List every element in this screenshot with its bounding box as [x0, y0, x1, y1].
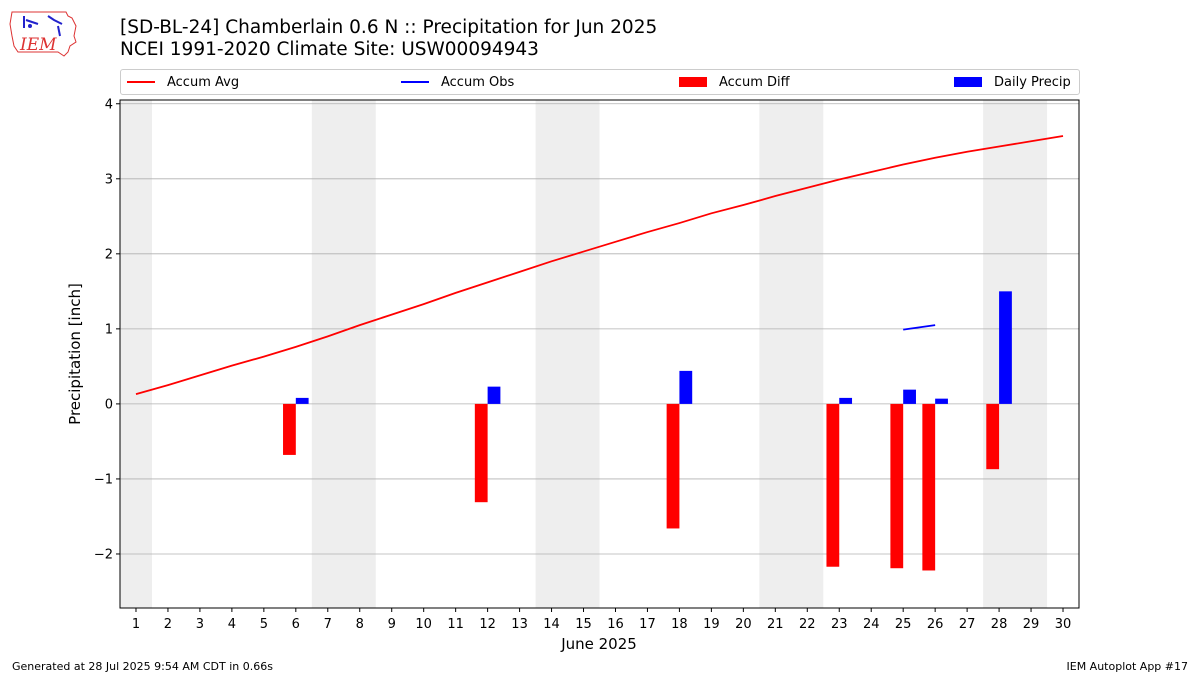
- x-tick-label: 2: [164, 617, 172, 632]
- x-tick-label: 12: [479, 617, 496, 632]
- weekend-band: [311, 100, 376, 608]
- x-tick-label: 28: [991, 617, 1008, 632]
- x-tick-label: 27: [959, 617, 976, 632]
- accum-diff-bar: [666, 403, 680, 529]
- footer-generated: Generated at 28 Jul 2025 9:54 AM CDT in …: [12, 660, 273, 673]
- x-tick-label: 19: [703, 617, 720, 632]
- x-tick-label: 18: [671, 617, 688, 632]
- x-tick-label: 20: [735, 617, 752, 632]
- x-tick-label: 22: [799, 617, 816, 632]
- y-tick-label: 4: [105, 97, 113, 112]
- x-tick-label: 14: [543, 617, 560, 632]
- y-tick-label: −1: [94, 472, 113, 487]
- series-lines: [135, 135, 1064, 396]
- bars: [283, 291, 1012, 571]
- x-tick-label: 1: [132, 617, 140, 632]
- legend-swatch-accum-diff: [679, 77, 707, 87]
- accum-avg-line: [135, 135, 1064, 396]
- legend-label-accum-avg: Accum Avg: [167, 74, 240, 90]
- y-axis-ticks: −2 −1 0 1 2 3 4: [94, 97, 120, 562]
- x-tick-label: 10: [415, 617, 432, 632]
- weather-station-icon: [23, 15, 63, 37]
- x-tick-label: 21: [767, 617, 784, 632]
- legend-swatch-daily-precip: [954, 77, 982, 87]
- x-tick-label: 3: [196, 617, 204, 632]
- logo-text: IEM: [19, 35, 57, 55]
- x-tick-label: 17: [639, 617, 656, 632]
- legend-item-daily-precip: Daily Precip: [954, 70, 1071, 94]
- weekend-band: [759, 100, 824, 608]
- legend-swatch-accum-obs: [401, 81, 429, 83]
- x-tick-label: 4: [228, 617, 236, 632]
- x-tick-label: 24: [863, 617, 880, 632]
- x-tick-label: 7: [324, 617, 332, 632]
- accum-diff-bar: [890, 403, 904, 569]
- weekend-band: [535, 100, 600, 608]
- y-tick-label: 2: [105, 247, 113, 262]
- x-tick-label: 11: [447, 617, 464, 632]
- iem-logo: IEM: [9, 11, 77, 57]
- x-tick-label: 5: [260, 617, 268, 632]
- daily-precip-bar: [903, 389, 916, 404]
- daily-precip-bar: [999, 291, 1012, 404]
- x-tick-label: 8: [356, 617, 364, 632]
- daily-precip-bar: [935, 398, 948, 404]
- daily-precip-bar: [295, 397, 309, 404]
- x-axis-label: June 2025: [560, 635, 637, 653]
- accum-diff-bar: [986, 403, 1000, 470]
- x-tick-label: 29: [1023, 617, 1040, 632]
- legend-item-accum-avg: Accum Avg: [127, 70, 239, 94]
- accum-diff-bar: [283, 403, 296, 455]
- legend-item-accum-diff: Accum Diff: [679, 70, 790, 94]
- chart-legend: Accum Avg Accum Obs Accum Diff Daily Pre…: [120, 69, 1080, 95]
- daily-precip-bar: [487, 386, 501, 404]
- y-tick-label: 0: [105, 397, 113, 412]
- x-tick-label: 30: [1055, 617, 1072, 632]
- y-tick-label: 3: [105, 172, 113, 187]
- legend-label-accum-obs: Accum Obs: [441, 74, 515, 90]
- chart-title: [SD-BL-24] Chamberlain 0.6 N :: Precipit…: [120, 17, 658, 38]
- accum-diff-bar: [922, 403, 936, 571]
- daily-precip-bar: [839, 397, 853, 404]
- daily-precip-bar: [679, 370, 693, 404]
- x-tick-label: 25: [895, 617, 912, 632]
- accum-diff-bar: [826, 403, 840, 567]
- footer-app: IEM Autoplot App #17: [1066, 660, 1189, 673]
- legend-item-accum-obs: Accum Obs: [401, 70, 514, 94]
- accum-obs-line: [903, 324, 936, 331]
- chart-subtitle: NCEI 1991-2020 Climate Site: USW00094943: [120, 39, 539, 60]
- legend-label-daily-precip: Daily Precip: [994, 74, 1071, 90]
- x-tick-label: 15: [575, 617, 592, 632]
- x-axis-ticks: 1 2 3 4 5 6 7 8 9 10 11 12 13 14 15 16 17 18 19 20 21 22 23 24 2…: [132, 608, 1071, 632]
- x-tick-label: 26: [927, 617, 944, 632]
- x-tick-label: 6: [292, 617, 300, 632]
- y-tick-label: −2: [94, 547, 113, 562]
- x-tick-label: 13: [511, 617, 528, 632]
- accum-diff-bar: [474, 403, 488, 503]
- y-tick-label: 1: [105, 322, 113, 337]
- plot-frame: [119, 99, 1080, 609]
- weekend-shading: [120, 100, 1048, 608]
- x-tick-label: 9: [388, 617, 396, 632]
- x-tick-label: 23: [831, 617, 848, 632]
- legend-label-accum-diff: Accum Diff: [719, 74, 790, 90]
- iowa-outline-icon: [9, 11, 77, 57]
- x-tick-label: 16: [607, 617, 624, 632]
- weekend-band: [983, 100, 1048, 608]
- y-gridlines: [120, 103, 1079, 555]
- y-axis-label: Precipitation [inch]: [66, 283, 84, 425]
- legend-swatch-accum-avg: [127, 81, 155, 83]
- weekend-band: [120, 100, 152, 608]
